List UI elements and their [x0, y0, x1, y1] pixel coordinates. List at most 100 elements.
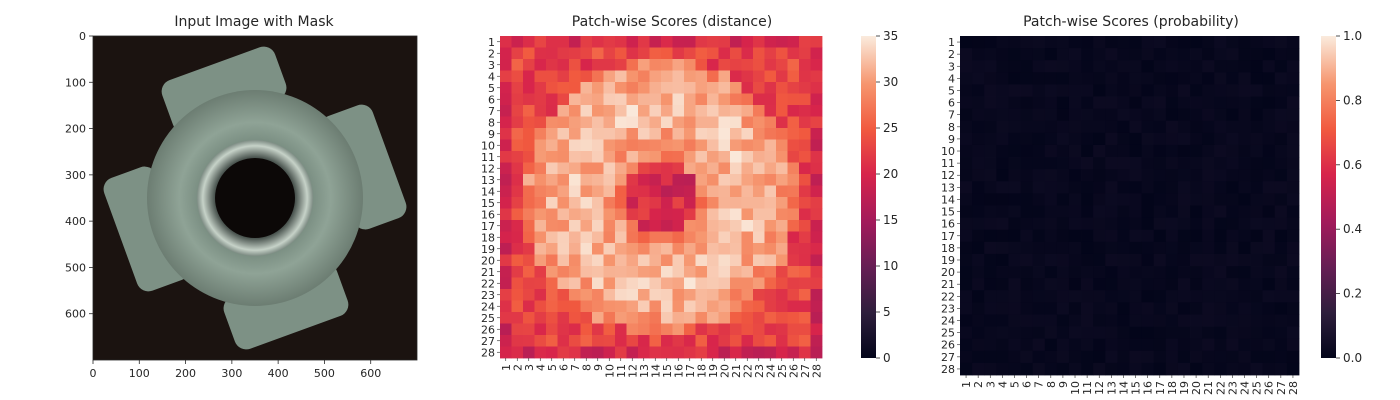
- heatmap-cell: [718, 323, 731, 336]
- heatmap-cell: [1238, 181, 1251, 194]
- y-tick-label: 4: [948, 72, 955, 85]
- heatmap-cell: [1153, 60, 1167, 73]
- heatmap-cell: [603, 277, 616, 290]
- heatmap-cell: [546, 254, 558, 267]
- heatmap-cell: [799, 70, 811, 83]
- heatmap-cell: [1044, 72, 1058, 85]
- heatmap-cell: [787, 231, 800, 244]
- heatmap-cell: [534, 47, 547, 60]
- heatmap-cell: [626, 323, 639, 336]
- heatmap-cell: [718, 162, 731, 175]
- heatmap-cell: [534, 208, 547, 221]
- heatmap-cell: [1020, 157, 1034, 170]
- heatmap-cell: [1129, 96, 1143, 110]
- heatmap-cell: [1190, 157, 1203, 170]
- heatmap-cell: [1262, 157, 1276, 170]
- heatmap-cell: [1177, 217, 1191, 231]
- heatmap-cell: [972, 108, 985, 122]
- heatmap-cell: [615, 59, 627, 71]
- heatmap-cell: [707, 254, 719, 267]
- heatmap-cell: [730, 220, 742, 232]
- x-tick-label: 4: [534, 364, 547, 371]
- heatmap-cell: [1250, 84, 1264, 97]
- heatmap-cell: [810, 231, 823, 244]
- heatmap-cell: [1056, 362, 1070, 376]
- heatmap-cell: [1093, 181, 1106, 194]
- heatmap-cell: [626, 335, 639, 347]
- heatmap-cell: [1262, 169, 1276, 182]
- heatmap-cell: [741, 116, 754, 129]
- heatmap-cell: [741, 300, 754, 313]
- heatmap-cell: [1165, 266, 1179, 279]
- heatmap-cell: [1117, 108, 1130, 122]
- heatmap-cell: [523, 36, 535, 48]
- heatmap-cell: [1020, 217, 1034, 231]
- heatmap-cell: [523, 174, 535, 186]
- heatmap-cell: [500, 82, 512, 94]
- x-tick-label: 3: [984, 381, 997, 388]
- heatmap-cell: [1262, 144, 1276, 158]
- heatmap-cell: [1165, 108, 1179, 122]
- heatmap-cell: [764, 47, 777, 60]
- heatmap-cell: [1141, 314, 1155, 327]
- heatmap-cell: [984, 253, 997, 267]
- heatmap-cell: [1165, 205, 1179, 219]
- heatmap-cell: [1202, 241, 1215, 255]
- y-tick-label: 6: [488, 93, 495, 106]
- heatmap-cell: [960, 326, 973, 340]
- heatmap-cell: [569, 59, 581, 71]
- heatmap-cell: [626, 82, 639, 94]
- heatmap-cell: [638, 323, 650, 336]
- y-tick-label: 17: [481, 220, 495, 233]
- heatmap-cell: [511, 105, 524, 117]
- heatmap-cell: [626, 208, 639, 221]
- heatmap-cell: [1153, 181, 1167, 194]
- y-tick-label: 23: [941, 302, 955, 315]
- heatmap-cell: [1081, 36, 1094, 49]
- heatmap-cell: [730, 105, 742, 117]
- heatmap-cell: [1274, 144, 1288, 158]
- heatmap-cell: [546, 105, 558, 117]
- heatmap-cell: [615, 185, 627, 198]
- x-tick-label: 11: [1081, 381, 1094, 395]
- heatmap-cell: [741, 220, 754, 232]
- heatmap-cell: [764, 289, 777, 301]
- heatmap-cell: [1056, 350, 1070, 364]
- heatmap-cell: [787, 47, 800, 60]
- heatmap-cell: [799, 208, 811, 221]
- heatmap-cell: [741, 208, 754, 221]
- heatmap-cell: [592, 128, 604, 140]
- heatmap-cell: [1214, 157, 1227, 170]
- heatmap-cell: [1238, 84, 1251, 97]
- x-tick-label: 500: [314, 367, 335, 380]
- heatmap-cell: [603, 231, 616, 244]
- heatmap-cell: [1032, 362, 1046, 376]
- heatmap-cell: [580, 47, 593, 60]
- distance-heatmap-ticks: 1234567891011121314151617181920212223242…: [481, 36, 823, 378]
- x-tick-label: 9: [1057, 381, 1070, 388]
- heatmap-cell: [707, 93, 719, 106]
- heatmap-cell: [1286, 169, 1300, 182]
- heatmap-cell: [603, 70, 616, 83]
- x-tick-label: 16: [672, 364, 685, 378]
- heatmap-cell: [1008, 314, 1021, 327]
- heatmap-cell: [1177, 350, 1191, 364]
- heatmap-cell: [996, 36, 1009, 49]
- heatmap-cell: [718, 312, 731, 324]
- heatmap-cell: [799, 220, 811, 232]
- heatmap-cell: [741, 289, 754, 301]
- x-tick-label: 23: [753, 364, 766, 378]
- heatmap-cell: [661, 128, 673, 140]
- heatmap-cell: [1068, 36, 1082, 49]
- heatmap-cell: [1214, 217, 1227, 231]
- heatmap-cell: [672, 220, 685, 232]
- heatmap-cell: [592, 47, 604, 60]
- heatmap-cell: [776, 323, 788, 336]
- heatmap-cell: [1105, 169, 1118, 182]
- heatmap-cell: [661, 300, 673, 313]
- heatmap-cell: [580, 208, 593, 221]
- heatmap-cell: [1226, 217, 1239, 231]
- heatmap-cell: [661, 312, 673, 324]
- heatmap-cell: [1141, 157, 1155, 170]
- heatmap-cell: [1044, 205, 1058, 219]
